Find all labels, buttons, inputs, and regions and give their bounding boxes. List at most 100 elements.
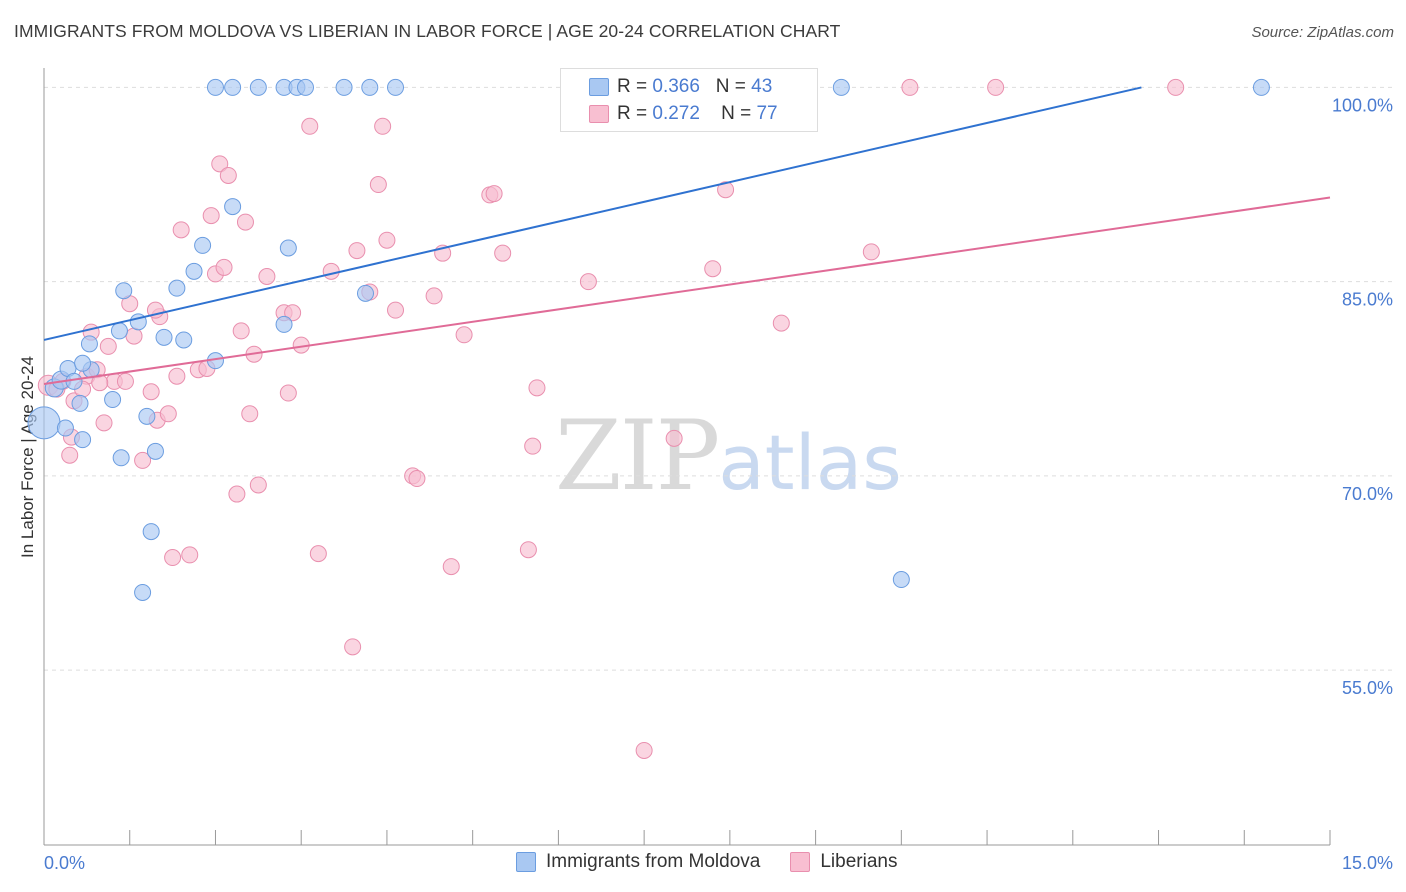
moldova-point (335, 78, 353, 96)
liberian-point (369, 176, 387, 194)
moldova-point (1252, 78, 1270, 96)
liberian-point (91, 374, 109, 392)
liberian-point (309, 545, 327, 563)
legend-swatch-liberians (790, 852, 811, 872)
liberian-point (284, 304, 302, 322)
liberian-point (61, 446, 79, 464)
liberian-point (378, 231, 396, 249)
y-tick-label: 70.0% (1342, 484, 1393, 504)
liberian-point (219, 166, 237, 184)
legend-n-label: N = (715, 76, 746, 97)
liberian-point (579, 273, 597, 291)
liberian-point (142, 383, 160, 401)
liberian-point (202, 207, 220, 225)
moldova-trend-line (43, 86, 1142, 341)
liberian-point (442, 558, 460, 576)
moldova-point (194, 236, 212, 254)
liberian-point (211, 155, 229, 173)
moldova-point (56, 419, 74, 437)
liberian-point (717, 181, 735, 199)
y-tick-labels: 100.0% 85.0% 70.0% 55.0% (1332, 95, 1393, 698)
moldova-point (185, 262, 203, 280)
liberian-point (236, 213, 254, 231)
series-legend-liberians[interactable]: Liberians (790, 851, 897, 873)
legend-r-value: 0.272 (652, 103, 700, 124)
liberian-point (215, 258, 233, 276)
moldova-point (168, 279, 186, 297)
moldova-point (206, 78, 224, 96)
liberian-point (125, 327, 143, 345)
liberian-point (99, 337, 117, 355)
legend-row-liberians: R = 0.272 N = 77 (589, 102, 778, 126)
liberian-point (322, 262, 340, 280)
liberian-point (524, 437, 542, 455)
moldova-point (115, 282, 133, 300)
liberian-point (387, 301, 405, 319)
y-axis-label: In Labor Force | Age 20-24 (18, 356, 37, 558)
legend-n-value: 77 (756, 103, 778, 124)
liberian-point (635, 741, 653, 759)
moldova-point (224, 78, 242, 96)
liberian-point (987, 78, 1005, 96)
liberian-point (134, 451, 152, 469)
moldova-point (138, 407, 156, 425)
liberian-point (901, 78, 919, 96)
moldova-point (71, 394, 89, 412)
liberian-point (258, 267, 276, 285)
legend-r-label: R = (617, 103, 648, 124)
moldova-point (296, 78, 314, 96)
liberian-point (232, 322, 250, 340)
liberian-point (772, 314, 790, 332)
liberian-point (116, 372, 134, 390)
liberian-point (665, 429, 683, 447)
liberian-point (249, 476, 267, 494)
moldova-point (361, 78, 379, 96)
legend-swatch-moldova (589, 78, 609, 96)
watermark-zip: ZIP (555, 400, 720, 512)
moldova-point (80, 335, 98, 353)
legend-swatch-liberians (589, 105, 609, 123)
legend-r-label: R = (617, 76, 648, 97)
liberian-point (528, 379, 546, 397)
legend-r-value: 0.366 (652, 76, 700, 97)
moldova-point (134, 583, 152, 601)
moldova-point (224, 198, 242, 216)
liberian-point (301, 117, 319, 135)
moldova-point (104, 391, 122, 409)
moldova-points (27, 78, 1270, 601)
y-tick-label: 55.0% (1342, 678, 1393, 698)
legend-n-label: N = (721, 103, 752, 124)
liberian-point (279, 384, 297, 402)
series-legend: Immigrants from Moldova Liberians (516, 851, 927, 873)
moldova-point (357, 284, 374, 302)
series-legend-moldova[interactable]: Immigrants from Moldova (516, 851, 760, 873)
trend-lines (43, 86, 1331, 385)
x-ticks (129, 830, 1331, 845)
moldova-point (279, 239, 297, 257)
y-tick-label: 100.0% (1332, 95, 1393, 115)
liberian-point (425, 287, 443, 305)
liberian-point (159, 405, 177, 423)
watermark: ZIPatlas (555, 400, 902, 512)
series-legend-label: Liberians (820, 851, 898, 872)
moldova-point (832, 78, 850, 96)
liberian-point (519, 541, 537, 559)
liberian-point (494, 244, 512, 262)
moldova-point (249, 78, 267, 96)
moldova-point (892, 571, 910, 589)
liberian-point (1167, 78, 1185, 96)
y-tick-label: 85.0% (1342, 290, 1393, 310)
liberian-point (95, 414, 113, 432)
liberian-point (348, 242, 366, 260)
gridlines (44, 86, 1392, 671)
liberian-point (374, 117, 392, 135)
legend-row-moldova: R = 0.366 N = 43 (589, 75, 772, 99)
source-label: Source: ZipAtlas.com (1251, 24, 1394, 41)
x-tick-label: 0.0% (44, 853, 85, 873)
moldova-point (175, 331, 193, 349)
moldova-point (142, 523, 160, 541)
moldova-point (112, 449, 130, 467)
liberian-point (172, 221, 190, 239)
x-tick-labels: 0.0% 15.0% (44, 853, 1393, 873)
